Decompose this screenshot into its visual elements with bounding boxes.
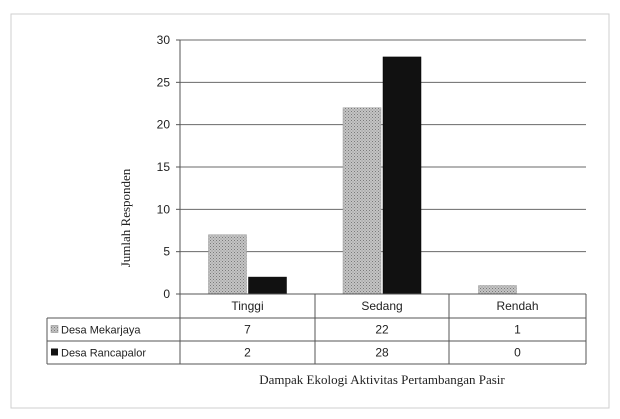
- y-axis-title: Jumlah Responden: [118, 168, 133, 267]
- y-tick-label: 15: [157, 160, 171, 174]
- bar-rancapalor-tinggi: [248, 276, 287, 295]
- bars: [208, 56, 517, 295]
- table-cell: 1: [514, 323, 521, 337]
- category-label: Sedang: [361, 299, 402, 313]
- data-table: Tinggi Sedang Rendah Desa Mekarjaya 7 22 1 Desa…: [46, 293, 587, 365]
- table-cell: 22: [375, 323, 389, 337]
- y-tick-label: 20: [157, 118, 171, 132]
- table-cell: 2: [244, 346, 251, 360]
- table-cell: 7: [244, 323, 251, 337]
- category-label: Rendah: [496, 299, 538, 313]
- legend-key-mekarjaya: [50, 325, 59, 333]
- series-label: Desa Mekarjaya: [61, 325, 141, 337]
- y-tick-label: 30: [157, 33, 171, 47]
- y-tick-label: 10: [157, 202, 171, 216]
- y-tick-label: 0: [163, 287, 170, 301]
- y-tick-label: 25: [157, 75, 171, 89]
- legend-key-rancapalor: [51, 348, 58, 356]
- series-label: Desa Rancapalor: [61, 348, 146, 360]
- table-cell: 28: [375, 346, 389, 360]
- bar-mekarjaya-rendah: [478, 285, 517, 295]
- y-tick-label: 5: [163, 245, 170, 259]
- x-axis-title: Dampak Ekologi Aktivitas Pertambangan Pa…: [259, 372, 505, 387]
- table-cell: 0: [514, 346, 521, 360]
- bar-mekarjaya-tinggi: [208, 234, 247, 295]
- chart-frame: [10, 13, 610, 409]
- bar-mekarjaya-sedang: [342, 107, 382, 295]
- y-axis-ticks: 0 5 10 15 20 25 30: [157, 33, 171, 301]
- category-label: Tinggi: [231, 299, 263, 313]
- bar-rancapalor-sedang: [382, 56, 422, 295]
